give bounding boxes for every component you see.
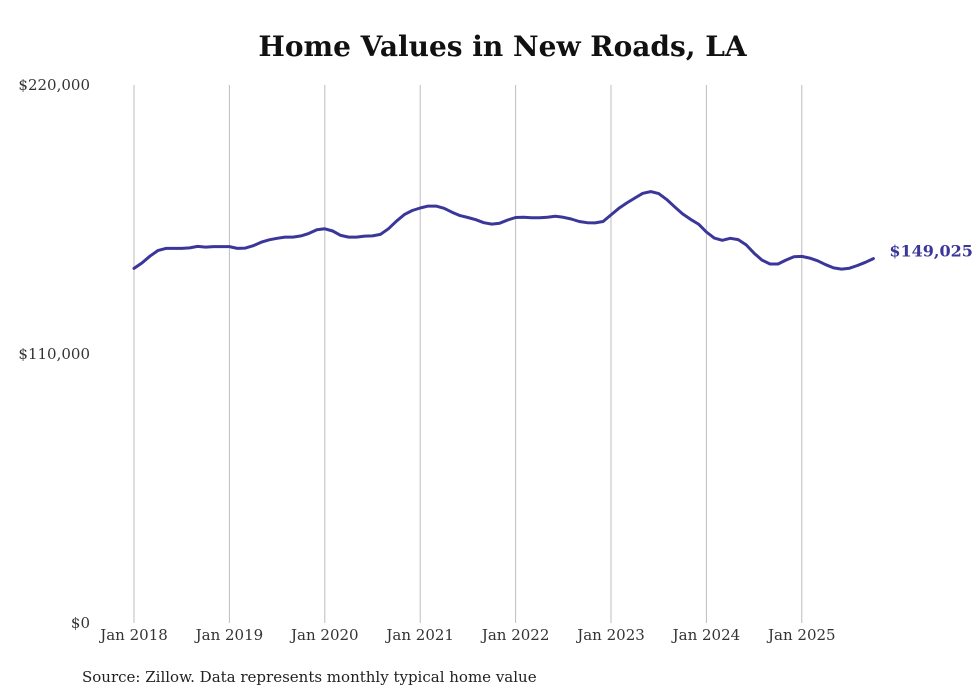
x-tick-label: Jan 2024 xyxy=(671,626,741,644)
end-value-label: $149,025 xyxy=(889,242,973,261)
x-axis-ticks: Jan 2018 Jan 2019 Jan 2020 Jan 2021 Jan 2022… xyxy=(98,626,835,644)
y-tick-label: $220,000 xyxy=(18,76,90,94)
x-tick-label: Jan 2022 xyxy=(480,626,550,644)
gridlines xyxy=(133,85,803,623)
y-tick-label: $0 xyxy=(71,614,90,632)
chart-title: Home Values in New Roads, LA xyxy=(258,30,747,63)
source-note: Source: Zillow. Data represents monthly … xyxy=(82,668,537,686)
y-tick-label: $110,000 xyxy=(18,345,90,363)
y-axis-ticks: $0 $110,000 $220,000 xyxy=(18,76,90,632)
x-tick-label: Jan 2025 xyxy=(766,626,836,644)
x-tick-label: Jan 2018 xyxy=(98,626,168,644)
x-tick-label: Jan 2023 xyxy=(575,626,645,644)
x-tick-label: Jan 2019 xyxy=(194,626,264,644)
end-label-layer: $149,025 xyxy=(889,242,973,261)
series-layer xyxy=(132,190,875,271)
x-tick-label: Jan 2020 xyxy=(289,626,359,644)
x-tick-label: Jan 2021 xyxy=(384,626,454,644)
series-line xyxy=(132,190,875,271)
